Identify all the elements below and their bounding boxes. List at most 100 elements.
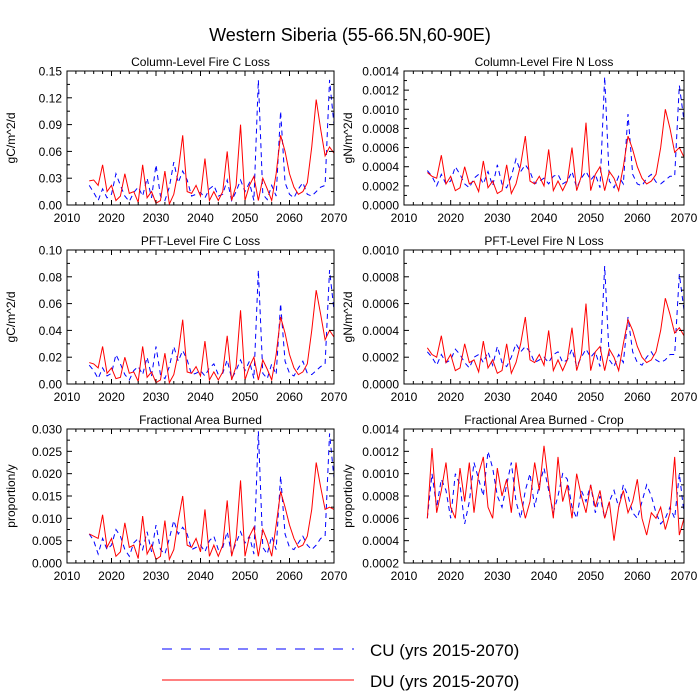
panel-4-series-cu bbox=[426, 266, 684, 369]
panel-5-title: Fractional Area Burned bbox=[139, 413, 262, 427]
panel-4-ytick-label: 0.0008 bbox=[362, 270, 399, 284]
panel-6-xtick-label: 2010 bbox=[391, 569, 418, 583]
panel-1-ytick-label: 0.03 bbox=[39, 172, 63, 186]
legend-label-cu: CU (yrs 2015-2070) bbox=[370, 641, 519, 660]
panel-3-series-cu bbox=[88, 270, 334, 381]
panel-2-xtick-label: 2010 bbox=[391, 211, 418, 225]
panel-3-xtick-label: 2020 bbox=[98, 390, 125, 404]
panel-6-ytick-label: 0.0010 bbox=[362, 467, 399, 481]
panel-6-series-du bbox=[426, 445, 684, 541]
panel-1-ytick-label: 0.12 bbox=[39, 91, 63, 105]
panel-2: Column-Level Fire N Loss gN/m^2/d 2010 2020… bbox=[341, 55, 698, 225]
panel-6-ytick-label: 0.0008 bbox=[362, 490, 399, 504]
panel-5-ytick-label: 0.015 bbox=[32, 490, 62, 504]
panel-5-xtick-label: 2070 bbox=[321, 569, 348, 583]
figure-title: Western Siberia (55-66.5N,60-90E) bbox=[209, 25, 491, 45]
panel-2-xtick-label: 2020 bbox=[437, 211, 464, 225]
panel-6-ytick-label: 0.0004 bbox=[362, 534, 399, 548]
panel-2-ylabel: gN/m^2/d bbox=[341, 113, 355, 164]
panel-5-ytick-label: 0.000 bbox=[32, 557, 62, 571]
panel-3-ytick-label: 0.06 bbox=[39, 297, 63, 311]
panel-1-xtick-label: 2050 bbox=[232, 211, 259, 225]
panel-6-xtick-label: 2030 bbox=[484, 569, 511, 583]
panel-2-title: Column-Level Fire N Loss bbox=[475, 55, 614, 69]
panel-2-xtick-label: 2030 bbox=[484, 211, 511, 225]
panel-6-series-group bbox=[426, 445, 684, 541]
panel-1-series-group bbox=[88, 79, 334, 205]
panel-2-ytick-label: 0.0014 bbox=[362, 65, 399, 79]
panel-5-series-cu bbox=[88, 431, 334, 558]
panel-4: PFT-Level Fire N Loss gN/m^2/d 2010 2020 203… bbox=[341, 234, 698, 404]
panel-5-frame bbox=[66, 428, 335, 564]
panel-2-ytick-label: 0.0012 bbox=[362, 84, 399, 98]
panel-3-ytick-label: 0.00 bbox=[39, 378, 63, 392]
panel-6-xtick-label: 2040 bbox=[531, 569, 558, 583]
panel-6-ytick-label: 0.0014 bbox=[362, 423, 399, 437]
panel-5-xtick-label: 2060 bbox=[276, 569, 303, 583]
panel-5-ytick-label: 0.025 bbox=[32, 445, 62, 459]
panel-5-ylabel: proportion/y bbox=[4, 464, 18, 527]
panel-1-series-cu bbox=[88, 79, 334, 203]
panel-1-frame bbox=[66, 70, 335, 206]
panel-1-series-du bbox=[89, 99, 334, 205]
panel-3-xtick-label: 2050 bbox=[232, 390, 259, 404]
panel-4-ytick-label: 0.0002 bbox=[362, 351, 399, 365]
panel-4-ylabel: gN/m^2/d bbox=[341, 292, 355, 343]
panel-5: Fractional Area Burned proportion/y 2010 20… bbox=[4, 413, 348, 583]
panel-2-series-group bbox=[426, 76, 684, 196]
panel-2-ytick-label: 0.0002 bbox=[362, 179, 399, 193]
panel-3-xtick-label: 2010 bbox=[54, 390, 81, 404]
panel-4-xtick-label: 2040 bbox=[531, 390, 558, 404]
panel-6-title: Fractional Area Burned - Crop bbox=[464, 413, 624, 427]
panel-4-ytick-label: 0.0006 bbox=[362, 297, 399, 311]
panel-5-xtick-label: 2030 bbox=[143, 569, 170, 583]
panel-4-xtick-label: 2060 bbox=[624, 390, 651, 404]
panel-4-ytick-label: 0.0000 bbox=[362, 378, 399, 392]
panel-1-xtick-label: 2010 bbox=[54, 211, 81, 225]
panel-6-xtick-label: 2060 bbox=[624, 569, 651, 583]
panel-1-title: Column-Level Fire C Loss bbox=[131, 55, 270, 69]
panel-2-xtick-label: 2040 bbox=[531, 211, 558, 225]
panel-3-ylabel: gC/m^2/d bbox=[4, 292, 18, 343]
panel-2-ytick-label: 0.0006 bbox=[362, 141, 399, 155]
panel-1-xtick-label: 2070 bbox=[321, 211, 348, 225]
panel-1-ylabel: gC/m^2/d bbox=[4, 113, 18, 164]
panel-4-ytick-label: 0.0010 bbox=[362, 244, 399, 258]
panel-2-xtick-label: 2060 bbox=[624, 211, 651, 225]
panel-3-ytick-label: 0.08 bbox=[39, 270, 63, 284]
panel-6-series-cu bbox=[426, 451, 684, 525]
panel-6-ytick-label: 0.0012 bbox=[362, 445, 399, 459]
panel-5-xtick-label: 2050 bbox=[232, 569, 259, 583]
panel-2-ytick-label: 0.0000 bbox=[362, 199, 399, 213]
panel-3-series-group bbox=[88, 270, 334, 384]
panel-6-xtick-label: 2050 bbox=[577, 569, 604, 583]
panel-3-xtick-label: 2060 bbox=[276, 390, 303, 404]
panel-4-xtick-label: 2010 bbox=[391, 390, 418, 404]
panel-3: PFT-Level Fire C Loss gC/m^2/d 2010 2020 203… bbox=[4, 234, 348, 404]
panel-3-ytick-label: 0.02 bbox=[39, 351, 63, 365]
panel-4-series-du bbox=[426, 298, 684, 376]
panel-4-xtick-label: 2020 bbox=[437, 390, 464, 404]
panel-2-xtick-label: 2050 bbox=[577, 211, 604, 225]
panel-4-series-group bbox=[426, 266, 684, 376]
panel-3-title: PFT-Level Fire C Loss bbox=[141, 234, 260, 248]
panel-5-series-group bbox=[88, 431, 334, 562]
panel-1-ytick-label: 0.15 bbox=[39, 65, 63, 79]
panel-6-xtick-label: 2070 bbox=[671, 569, 698, 583]
panel-2-series-du bbox=[427, 109, 684, 196]
panel-3-frame bbox=[66, 249, 335, 385]
panel-6: Fractional Area Burned - Crop proportion/… bbox=[341, 413, 698, 583]
panel-4-ytick-label: 0.0004 bbox=[362, 324, 399, 338]
panel-1-xtick-label: 2030 bbox=[143, 211, 170, 225]
panel-5-ytick-label: 0.030 bbox=[32, 423, 62, 437]
panel-2-xtick-label: 2070 bbox=[671, 211, 698, 225]
panel-3-series-du bbox=[89, 290, 334, 384]
panel-3-xtick-label: 2040 bbox=[187, 390, 214, 404]
panel-5-series-du bbox=[89, 462, 334, 562]
panel-4-title: PFT-Level Fire N Loss bbox=[484, 234, 603, 248]
panel-3-xtick-label: 2070 bbox=[321, 390, 348, 404]
panel-1-ytick-label: 0.00 bbox=[39, 199, 63, 213]
panel-3-xtick-label: 2030 bbox=[143, 390, 170, 404]
panel-1-ytick-label: 0.06 bbox=[39, 145, 63, 159]
panel-6-ytick-label: 0.0002 bbox=[362, 557, 399, 571]
